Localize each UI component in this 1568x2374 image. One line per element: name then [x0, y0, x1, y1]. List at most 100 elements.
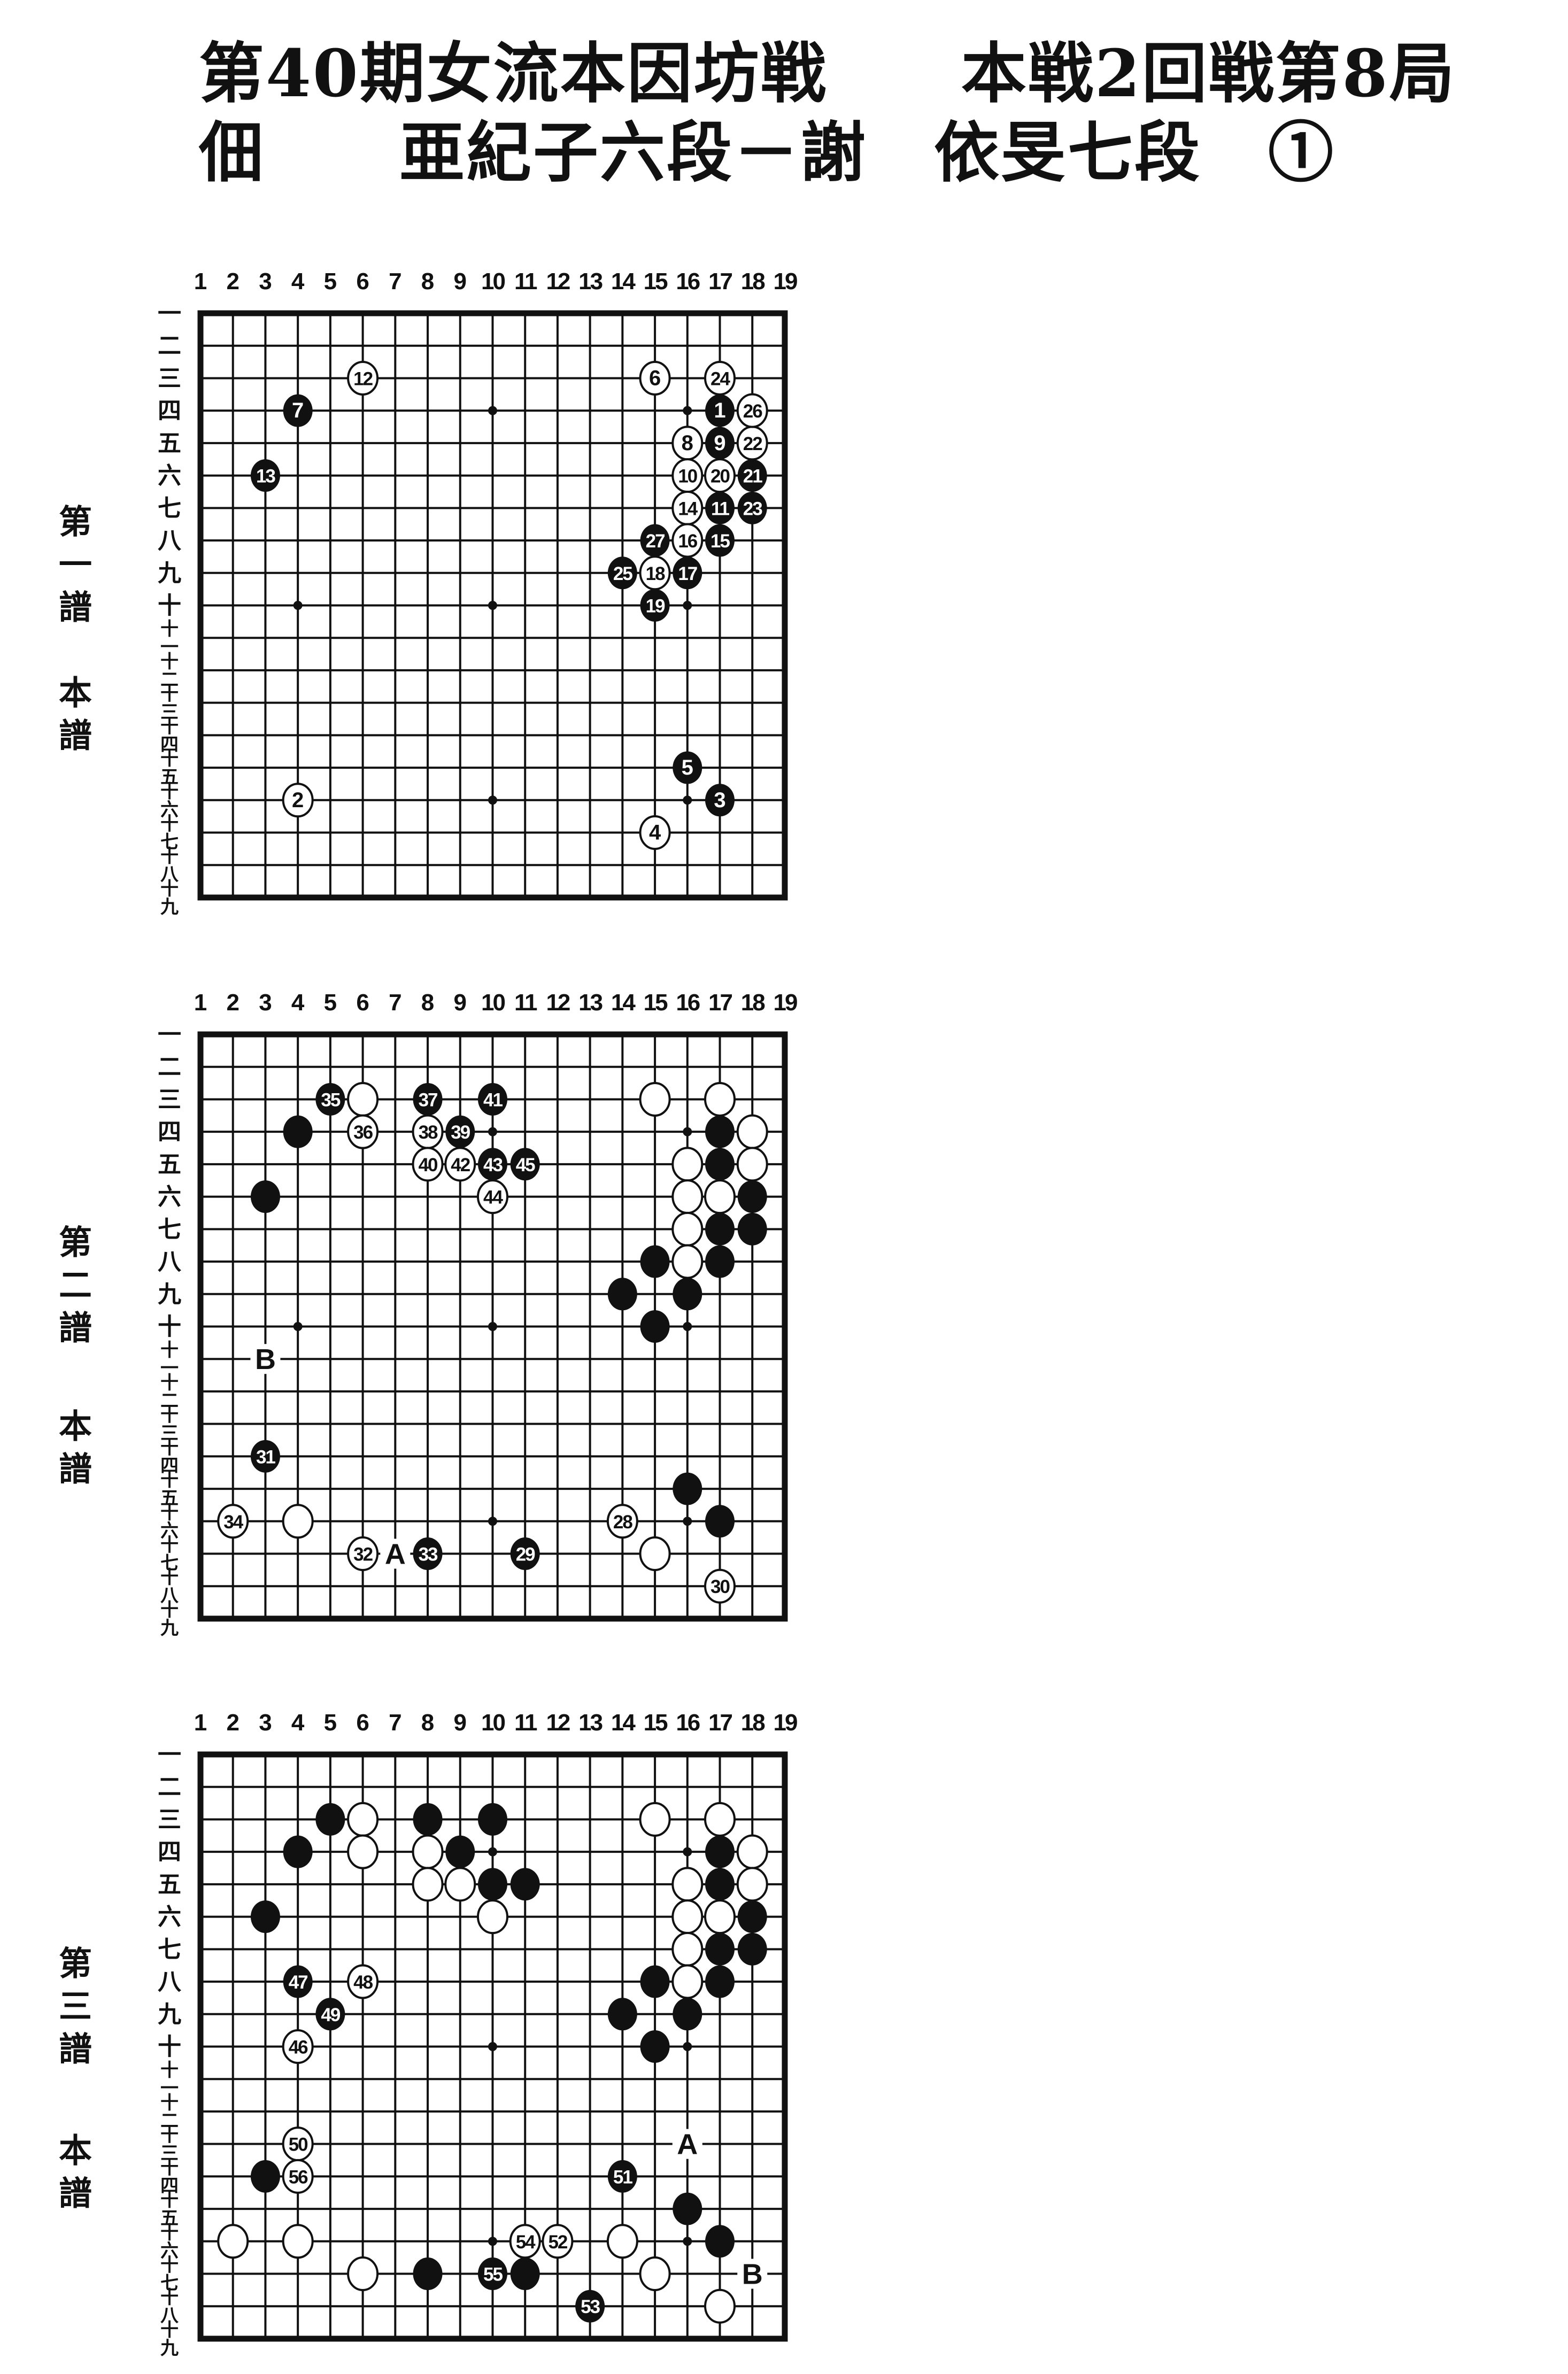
row-label: 八: [158, 1248, 182, 1275]
move-number: 19: [646, 596, 665, 616]
row-label: 十: [160, 781, 179, 802]
move-38: 38: [412, 1114, 444, 1149]
column-label: 17: [708, 1710, 732, 1736]
row-label: 二: [158, 1054, 181, 1081]
row-label: 九: [160, 1618, 179, 1639]
row-label: 九: [160, 2338, 179, 2359]
move-24: 24: [704, 360, 736, 396]
stone-white: [412, 1834, 444, 1869]
stone-white: [671, 1899, 704, 1935]
caption-diagram-2: 第二譜: [53, 1225, 92, 1353]
star-point-icon: [683, 600, 692, 610]
stone-white: [671, 1931, 704, 1967]
column-label: 8: [421, 1710, 434, 1736]
column-labels: 1 2 3 4 5 6 7 8 9 10 11 12 13 14 15 16 17 18 19: [194, 268, 799, 295]
move-number: 46: [289, 2037, 308, 2058]
stone-black: [640, 1965, 670, 1998]
row-label: 四: [158, 1838, 181, 1866]
move-41: 41: [477, 1082, 507, 1116]
column-label: 14: [611, 989, 636, 1016]
move-number: 27: [646, 531, 665, 552]
row-label: 七: [158, 1216, 181, 1243]
move-33: 33: [413, 1537, 443, 1571]
column-label: 4: [291, 268, 305, 295]
stone-white: [444, 1867, 476, 1902]
move-number: 9: [714, 431, 725, 455]
carryover-stones: [217, 1801, 768, 2324]
row-label: 二: [160, 2110, 179, 2132]
row-label: 十: [160, 748, 179, 770]
move-number: 14: [678, 498, 698, 519]
column-labels: 1 2 3 4 5 6 7 8 9 10 11 12 13 14 15 16 17 18 19: [194, 989, 799, 1016]
row-label: 十: [160, 1502, 179, 1524]
move-number: 50: [289, 2135, 308, 2155]
point-letters: AB: [672, 2129, 768, 2291]
row-label: 五: [160, 767, 179, 788]
row-label: 二: [160, 669, 179, 691]
stone-white: [671, 1244, 704, 1279]
move-40: 40: [412, 1147, 444, 1182]
star-point-icon: [488, 1127, 497, 1136]
move-number: 17: [678, 563, 697, 584]
move-number: 31: [256, 1447, 275, 1467]
move-number: 45: [516, 1155, 535, 1176]
column-labels: 1 2 3 4 5 6 7 8 9 10 11 12 13 14 15 16 17 18 19: [194, 1710, 799, 1736]
move-17: 17: [673, 556, 702, 590]
column-label: 10: [481, 268, 505, 295]
star-point-icon: [488, 2042, 497, 2051]
move-1: 1: [705, 394, 735, 427]
star-point-icon: [488, 1517, 497, 1526]
row-label: 四: [158, 397, 181, 424]
row-label: 三: [160, 702, 179, 723]
row-label: 十: [160, 1470, 179, 1491]
star-point-icon: [683, 2042, 692, 2051]
caption-diagram-2-sub: 本譜: [53, 1409, 92, 1494]
row-label: 六: [160, 1520, 179, 1542]
star-point-icon: [683, 1847, 692, 1857]
move-23: 23: [737, 491, 767, 524]
column-label: 6: [356, 268, 369, 295]
star-point-icon: [293, 1321, 303, 1331]
star-point-icon: [683, 1321, 692, 1331]
move-number: 23: [743, 498, 762, 519]
row-label: 六: [160, 799, 179, 821]
star-point-icon: [683, 1517, 692, 1526]
move-49: 49: [315, 1998, 345, 2031]
move-number: 10: [678, 466, 697, 487]
stone-black: [445, 1835, 475, 1868]
column-label: 14: [611, 1710, 636, 1736]
column-label: 3: [259, 1710, 272, 1736]
stone-black: [705, 1505, 735, 1538]
stone-white: [704, 1899, 736, 1935]
move-number: 30: [710, 1576, 730, 1597]
stone-white: [671, 1867, 704, 1902]
go-board-diagram-2: 1 2 3 4 5 6 7 8 9 10 11 12 13 14 15 16 17 18 19一二三四五六七八九十十…: [158, 989, 799, 1639]
stone-white: [639, 2256, 671, 2292]
point-letter: A: [677, 2129, 698, 2161]
move-11: 11: [705, 491, 735, 524]
column-label: 18: [741, 989, 765, 1016]
row-label: 十: [160, 2125, 179, 2146]
column-label: 12: [546, 1710, 569, 1736]
star-point-icon: [488, 1321, 497, 1331]
stone-black: [737, 1900, 767, 1934]
column-label: 18: [741, 268, 765, 295]
row-label: 十: [160, 2060, 179, 2081]
column-label: 10: [481, 1710, 505, 1736]
stone-white: [347, 1834, 379, 1869]
move-number: 24: [710, 368, 730, 389]
row-label: 一: [158, 1741, 181, 1768]
row-label: 十: [160, 2092, 179, 2114]
column-label: 4: [291, 1710, 305, 1736]
column-label: 2: [226, 1710, 239, 1736]
stone-black: [477, 1803, 507, 1836]
stone-white: [704, 1179, 736, 1215]
move-number: 38: [419, 1122, 438, 1143]
stone-white: [704, 1081, 736, 1117]
row-label: 一: [160, 637, 179, 658]
move-number: 41: [483, 1089, 503, 1110]
move-42: 42: [444, 1147, 476, 1182]
row-label: 十: [160, 2255, 179, 2276]
